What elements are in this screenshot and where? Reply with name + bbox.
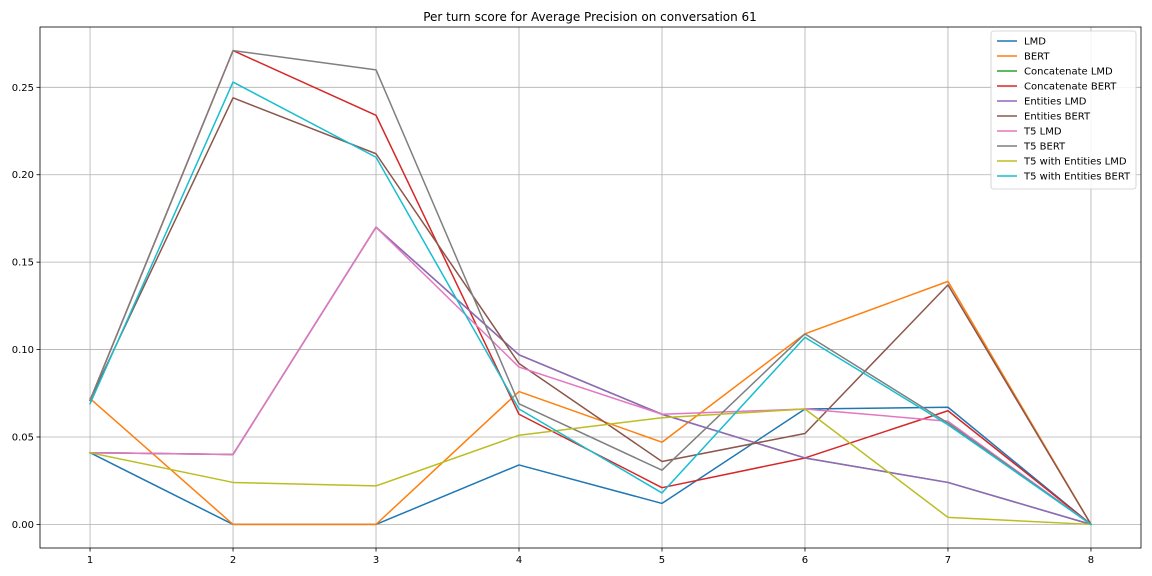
series-line-concatenate-lmd: [89, 226, 1092, 526]
series-line-t5-bert: [89, 49, 1092, 526]
legend-item: T5 LMD: [997, 127, 1062, 138]
legend-item: LMD: [997, 37, 1046, 48]
series-line-t5-with-entities-bert: [89, 81, 1092, 526]
legend-item: Entities BERT: [997, 112, 1091, 123]
plot-frame: [39, 26, 1142, 549]
series-line-t5-with-entities-lmd: [89, 408, 1092, 526]
legend-label: T5 BERT: [1023, 142, 1066, 153]
x-tick-label: 4: [516, 555, 522, 566]
legend-label: Concatenate BERT: [1024, 82, 1117, 93]
legend-label: T5 LMD: [1023, 127, 1062, 138]
legend-item: Concatenate LMD: [997, 67, 1113, 78]
series-line-bert: [88, 280, 1092, 526]
series-lines: [88, 49, 1093, 526]
legend-label: Concatenate LMD: [1024, 67, 1113, 78]
legend-item: BERT: [997, 52, 1050, 63]
series-line-entities-bert: [89, 97, 1092, 526]
y-tick-label: 0.15: [12, 258, 34, 269]
series-line-lmd: [89, 406, 1093, 526]
chart-title: Per turn score for Average Precision on …: [423, 10, 757, 24]
legend-label: T5 with Entities BERT: [1023, 172, 1131, 183]
legend-label: BERT: [1024, 52, 1050, 63]
y-tick-label: 0.05: [12, 432, 34, 443]
x-tick-label: 8: [1088, 555, 1094, 566]
y-tick-label: 0.00: [12, 520, 34, 531]
legend-label: Entities LMD: [1024, 97, 1087, 108]
grid: [40, 27, 1141, 548]
series-line-entities-lmd: [89, 226, 1092, 526]
x-tick-label: 6: [802, 555, 808, 566]
x-tick-label: 7: [945, 555, 951, 566]
legend-label: Entities BERT: [1024, 112, 1091, 123]
legend-item: T5 BERT: [997, 142, 1066, 153]
series-line-concatenate-bert: [89, 49, 1093, 526]
x-tick-label: 2: [230, 555, 236, 566]
legend-item: T5 with Entities BERT: [997, 172, 1131, 183]
legend-label: T5 with Entities LMD: [1023, 157, 1127, 168]
legend-item: T5 with Entities LMD: [997, 157, 1127, 168]
legend-box: [990, 30, 1137, 190]
legend-item: Entities LMD: [997, 97, 1087, 108]
y-tick-label: 0.20: [12, 170, 34, 181]
y-tick-label: 0.25: [12, 83, 34, 94]
axis-ticks: 1 2 3 4 5 6 7 8 0.00 0.05 0.10 0.15 0.20 0.25: [12, 83, 1094, 566]
legend-item: Concatenate BERT: [997, 82, 1117, 93]
legend: LMD BERT Concatenate LMD Concatenate BERT En…: [990, 30, 1137, 190]
legend-label: LMD: [1024, 37, 1046, 48]
x-tick-label: 5: [659, 555, 665, 566]
series-line-t5-lmd: [89, 226, 1092, 526]
y-tick-label: 0.10: [12, 345, 34, 356]
x-tick-label: 1: [87, 555, 93, 566]
x-tick-label: 3: [373, 555, 379, 566]
